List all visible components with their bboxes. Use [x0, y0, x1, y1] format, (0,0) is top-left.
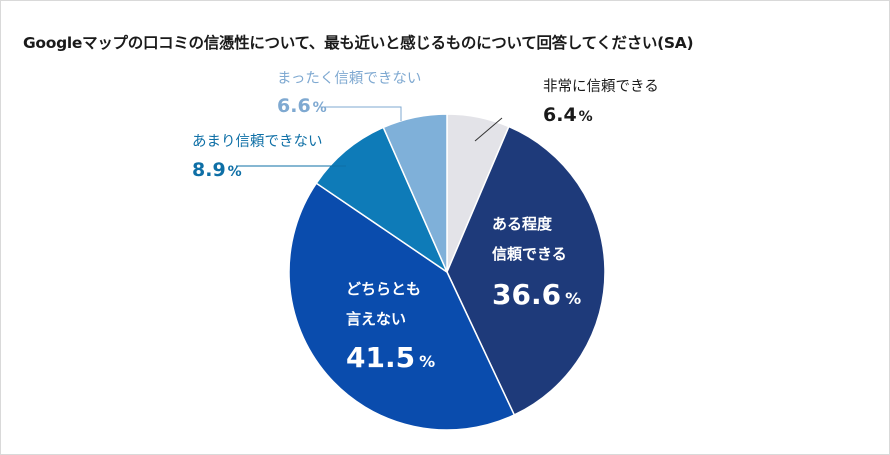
slice-value-s4: 8.9%	[192, 159, 242, 181]
slice-value-s3: 41.5%	[346, 341, 435, 374]
chart-title: Googleマップの口コミの信憑性について、最も近いと感じるものについて回答して…	[23, 34, 694, 52]
pie-slice-s3	[288, 182, 516, 431]
slice-label-s5: まったく信頼できない	[277, 70, 421, 87]
slice-label-s2-line-1: ある程度	[492, 215, 553, 233]
leader-line-s1	[474, 117, 503, 142]
slice-label-s3-line-2: 言えない	[346, 310, 406, 328]
slice-label-s3-line-1: どちらとも	[346, 280, 421, 298]
pie-slices	[288, 113, 606, 431]
slice-label-s4: あまり信頼できない	[192, 133, 323, 150]
slice-value-s1: 6.4%	[543, 104, 593, 126]
slice-label-s1: 非常に信頼できる	[543, 78, 659, 95]
leader-lines	[236, 106, 503, 167]
leader-line-s5	[320, 106, 402, 121]
slice-value-s2: 36.6%	[492, 278, 581, 311]
pie-slice-s5	[382, 113, 448, 273]
slice-label-s2-line-2: 信頼できる	[492, 245, 567, 263]
slice-value-s5: 6.6%	[277, 95, 327, 117]
pie-slice-s4	[315, 126, 449, 275]
pie-slice-s2	[446, 125, 606, 416]
